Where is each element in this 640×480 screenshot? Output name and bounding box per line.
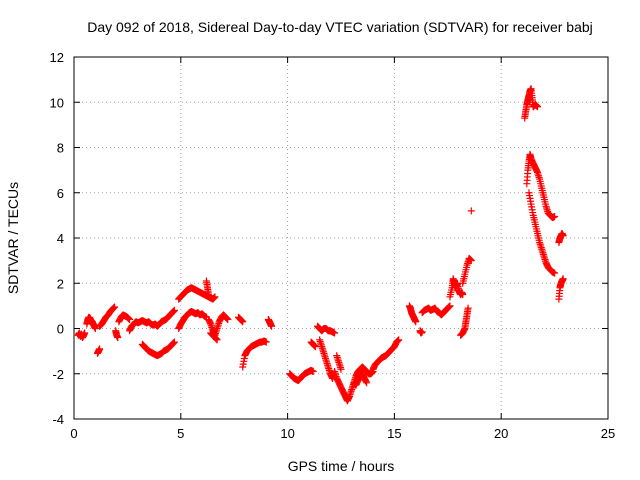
y-tick-label: 8 [57, 141, 64, 156]
chart-title: Day 092 of 2018, Sidereal Day-to-day VTE… [87, 19, 593, 35]
data-point [559, 232, 567, 240]
data-points [74, 85, 567, 405]
data-point [170, 306, 178, 314]
data-point [262, 338, 270, 346]
data-point [114, 334, 122, 342]
data-point [211, 293, 219, 301]
plot-frame [73, 56, 609, 420]
y-tick-label: 2 [57, 276, 64, 291]
data-point [96, 345, 104, 353]
y-tick-label: -4 [52, 412, 64, 427]
grid-lines [74, 57, 608, 419]
data-point [213, 336, 221, 344]
data-point [363, 379, 371, 387]
data-point [418, 328, 426, 336]
data-point [412, 318, 420, 326]
data-point [81, 329, 89, 337]
data-point [467, 207, 475, 215]
x-tick-label: 0 [70, 426, 77, 441]
data-point [205, 291, 213, 299]
data-point [170, 338, 178, 346]
data-point [268, 322, 276, 330]
x-tick-label: 15 [387, 426, 401, 441]
y-tick-label: 12 [50, 50, 64, 65]
x-tick-label: 25 [601, 426, 615, 441]
data-point [551, 213, 559, 221]
y-tick-label: -2 [52, 367, 64, 382]
data-point [467, 257, 475, 265]
data-point [239, 318, 247, 326]
data-point [309, 367, 317, 375]
x-axis-label: GPS time / hours [288, 458, 395, 474]
data-point [464, 304, 472, 312]
data-point [224, 315, 232, 323]
y-axis-label: SDTVAR / TECUs [5, 182, 21, 294]
data-point [395, 336, 403, 344]
data-point [559, 275, 567, 283]
y-tick-label: 6 [57, 186, 64, 201]
axis-ticks: 0 5 10 15 20 25 -4 -2 0 2 4 6 8 10 12 [50, 50, 616, 441]
data-point [91, 325, 99, 332]
x-tick-label: 10 [280, 426, 294, 441]
y-tick-label: 0 [57, 322, 64, 337]
y-tick-label: 10 [50, 95, 64, 110]
data-point [311, 343, 319, 351]
data-point [446, 302, 454, 310]
data-point [126, 315, 134, 323]
data-point [337, 365, 345, 373]
data-point [111, 303, 119, 311]
y-tick-label: 4 [57, 231, 64, 246]
x-tick-label: 5 [177, 426, 184, 441]
data-point [551, 269, 559, 277]
data-point [459, 291, 467, 299]
data-point [331, 329, 339, 337]
x-tick-label: 20 [494, 426, 508, 441]
data-point [534, 103, 542, 111]
